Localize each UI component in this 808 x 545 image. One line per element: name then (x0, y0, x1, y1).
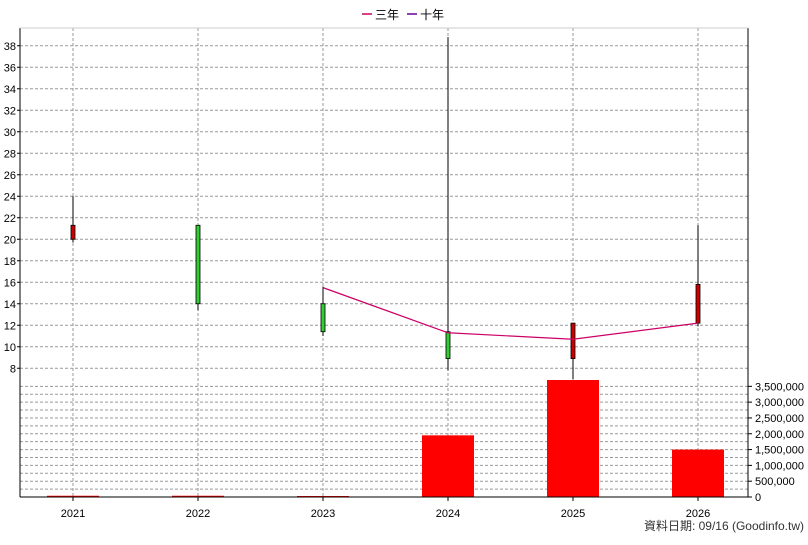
series-line-三年 (322, 287, 699, 340)
price-tick-label: 38 (4, 41, 16, 53)
volume-bar (47, 495, 99, 497)
price-tick-label: 10 (4, 342, 16, 354)
category-tick-label: 2021 (61, 508, 85, 520)
category-tick-label: 2024 (436, 508, 460, 520)
price-tick-label: 12 (4, 320, 16, 332)
volume-tick-label: 3,000,000 (755, 397, 804, 409)
price-tick-label: 22 (4, 213, 16, 225)
category-tick-label: 2026 (686, 508, 710, 520)
candle-body (70, 224, 76, 240)
price-tick-label: 16 (4, 277, 16, 289)
price-tick-label: 26 (4, 170, 16, 182)
volume-tick-label: 2,000,000 (755, 429, 804, 441)
volume-bar (422, 435, 474, 497)
plot-area (20, 28, 748, 497)
price-tick-label: 34 (4, 84, 16, 96)
volume-tick-label: 3,500,000 (755, 381, 804, 393)
price-tick-label: 14 (4, 299, 16, 311)
volume-bar (672, 449, 724, 497)
price-tick-label: 8 (10, 363, 16, 375)
volume-bar (172, 495, 224, 497)
price-tick-label: 24 (4, 191, 16, 203)
category-tick-label: 2025 (561, 508, 585, 520)
legend-label: 三年 (375, 8, 399, 22)
candle-body (570, 322, 576, 359)
category-tick-label: 2023 (311, 508, 335, 520)
price-tick-label: 36 (4, 62, 16, 74)
volume-bar (547, 380, 599, 497)
category-tick-label: 2022 (186, 508, 210, 520)
price-tick-label: 18 (4, 256, 16, 268)
price-tick-label: 28 (4, 148, 16, 160)
candle-body (695, 283, 701, 324)
price-tick-label: 30 (4, 127, 16, 139)
candle-body (320, 303, 326, 333)
candle-body (195, 224, 201, 305)
volume-tick-label: 1,500,000 (755, 445, 804, 457)
volume-tick-label: 500,000 (755, 476, 795, 488)
price-tick-label: 32 (4, 105, 16, 117)
legend-label: 十年 (420, 8, 444, 22)
volume-tick-label: 0 (755, 492, 761, 504)
volume-tick-label: 2,500,000 (755, 413, 804, 425)
footer-source: 資料日期: 09/16 (Goodinfo.tw) (643, 519, 804, 533)
price-tick-label: 20 (4, 234, 16, 246)
candle-body (445, 331, 451, 359)
volume-tick-label: 1,000,000 (755, 460, 804, 472)
